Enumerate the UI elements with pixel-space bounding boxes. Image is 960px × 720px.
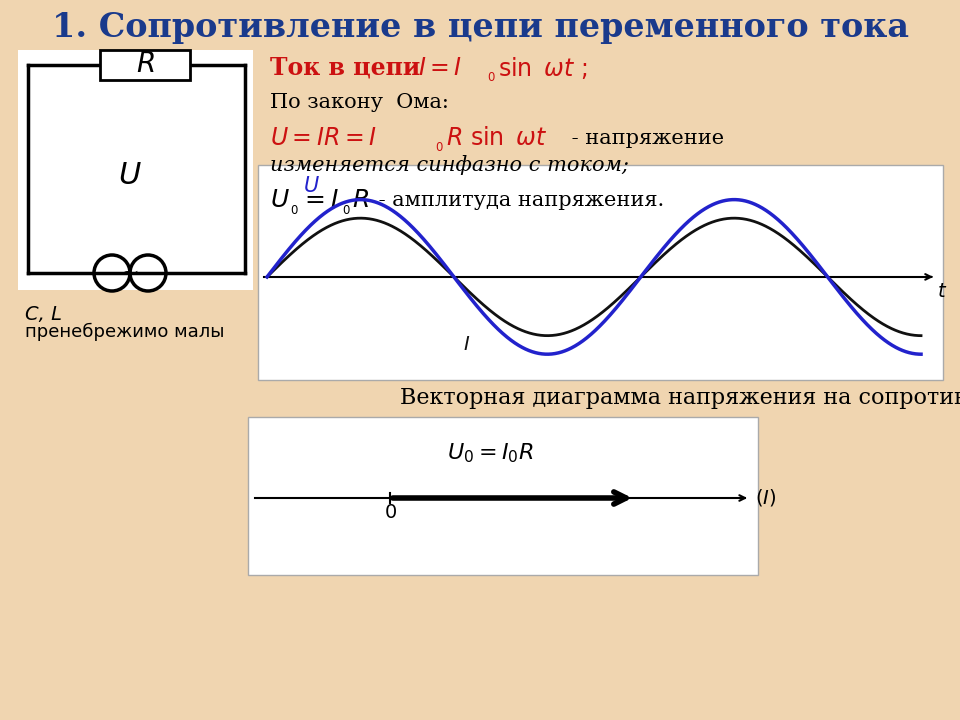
Text: $_{0}$: $_{0}$ <box>342 199 350 217</box>
Bar <box>100 50 190 80</box>
Text: По закону  Ома:: По закону Ома: <box>270 92 449 112</box>
Text: пренебрежимо малы: пренебрежимо малы <box>25 323 225 341</box>
Text: $R$: $R$ <box>352 188 369 212</box>
Text: - амплитуда напряжения.: - амплитуда напряжения. <box>372 191 664 210</box>
Bar <box>248 417 758 575</box>
Text: ~: ~ <box>121 263 139 283</box>
Text: $R\ \sin\ \omega t$: $R\ \sin\ \omega t$ <box>446 126 547 150</box>
Text: - напряжение: - напряжение <box>565 128 724 148</box>
Text: $_{0}$: $_{0}$ <box>487 66 495 84</box>
Text: $0$: $0$ <box>383 503 396 521</box>
Text: $_{0}$: $_{0}$ <box>435 136 444 154</box>
Text: $U$: $U$ <box>270 188 290 212</box>
Text: $= I$: $= I$ <box>300 188 340 212</box>
Text: $_{0}$: $_{0}$ <box>290 199 299 217</box>
Text: $t$: $t$ <box>937 282 948 301</box>
Text: $U$: $U$ <box>302 176 320 196</box>
Text: Векторная диаграмма напряжения на сопротивлении:: Векторная диаграмма напряжения на сопрот… <box>400 387 960 409</box>
Text: $U$: $U$ <box>118 161 142 189</box>
Text: 1. Сопротивление в цепи переменного тока: 1. Сопротивление в цепи переменного тока <box>52 11 908 43</box>
Text: $R$: $R$ <box>135 50 155 78</box>
Text: C, L: C, L <box>25 305 62 325</box>
Text: изменяется синфазно с током;: изменяется синфазно с током; <box>270 155 629 175</box>
Text: $U = IR = I$: $U = IR = I$ <box>270 126 377 150</box>
Text: $(I)$: $(I)$ <box>755 487 777 508</box>
Text: $U_0 = I_0 R$: $U_0 = I_0 R$ <box>446 441 533 465</box>
Text: $I$: $I$ <box>464 335 470 354</box>
Bar <box>18 50 253 290</box>
Text: $I = I$: $I = I$ <box>418 56 463 80</box>
Text: Ток в цепи: Ток в цепи <box>270 56 437 80</box>
Bar <box>258 165 943 380</box>
Text: $\sin\ \omega t\ ;$: $\sin\ \omega t\ ;$ <box>498 55 588 81</box>
